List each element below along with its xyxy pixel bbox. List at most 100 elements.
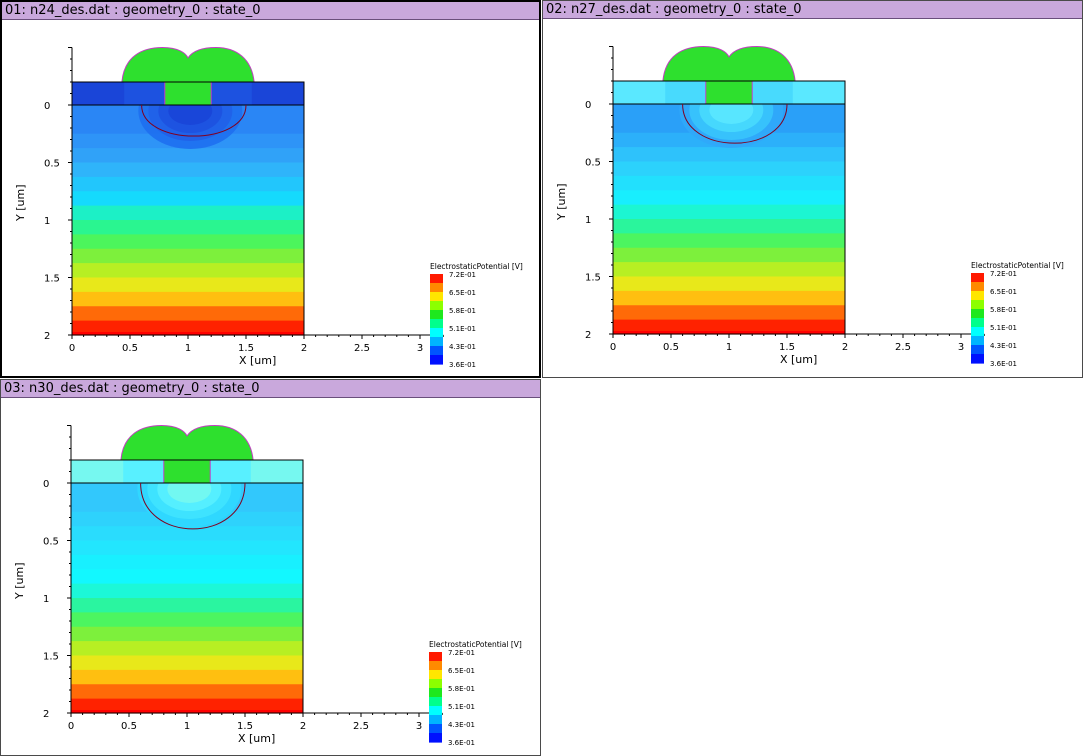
legend-color-step bbox=[429, 724, 442, 734]
plot-panel-2[interactable]: 02: n27_des.dat : geometry_0 : state_0 0… bbox=[542, 0, 1083, 378]
potential-band bbox=[613, 204, 845, 220]
x-tick-label: 3 bbox=[417, 343, 423, 354]
x-axis-label: X [um] bbox=[238, 732, 275, 745]
plot-panel-3[interactable]: 03: n30_des.dat : geometry_0 : state_0 0… bbox=[0, 379, 541, 756]
potential-band bbox=[72, 248, 304, 264]
y-tick-label: 1.5 bbox=[585, 273, 601, 284]
y-tick-label: 0 bbox=[585, 100, 591, 111]
legend-color-step bbox=[430, 319, 443, 329]
potential-band bbox=[71, 710, 303, 713]
plot-panel-1[interactable]: 01: n24_des.dat : geometry_0 : state_0 0… bbox=[0, 0, 541, 378]
legend-color-step bbox=[429, 706, 442, 716]
y-axis-label: Y [um] bbox=[13, 563, 26, 601]
y-axis-label: Y [um] bbox=[14, 185, 27, 223]
x-tick-label: 2 bbox=[300, 721, 306, 732]
x-tick-label: 0.5 bbox=[663, 342, 679, 353]
legend-label: 7.2E-01 bbox=[990, 270, 1017, 278]
potential-band bbox=[72, 162, 304, 178]
substrate-field bbox=[71, 483, 303, 714]
legend-color-step bbox=[429, 697, 442, 707]
legend-color-step bbox=[430, 355, 443, 365]
legend-color-step bbox=[430, 283, 443, 293]
x-tick-label: 1 bbox=[184, 721, 190, 732]
legend-color-step bbox=[429, 679, 442, 689]
legend-label: 4.3E-01 bbox=[448, 721, 475, 729]
legend-color-step bbox=[430, 346, 443, 356]
colorbar-legend: ElectrostaticPotential [V]7.2E-01 6.5E-01… bbox=[430, 262, 523, 369]
potential-band bbox=[71, 626, 303, 642]
y-tick-label: 1.5 bbox=[44, 274, 60, 285]
gate-electrode bbox=[662, 45, 796, 105]
legend-color-step bbox=[430, 310, 443, 320]
legend-color-step bbox=[429, 715, 442, 725]
legend-label: 5.1E-01 bbox=[990, 324, 1017, 332]
x-tick-label: 1 bbox=[726, 342, 732, 353]
potential-band bbox=[72, 191, 304, 207]
substrate-field bbox=[613, 104, 845, 335]
panel-title: 02: n27_des.dat : geometry_0 : state_0 bbox=[546, 2, 802, 17]
x-tick-label: 0 bbox=[68, 721, 74, 732]
potential-band bbox=[613, 190, 845, 206]
panel-title: 03: n30_des.dat : geometry_0 : state_0 bbox=[4, 381, 260, 396]
legend-color-step bbox=[430, 337, 443, 347]
y-tick-label: 1 bbox=[43, 594, 49, 605]
panel-title-bar[interactable]: 01: n24_des.dat : geometry_0 : state_0 bbox=[2, 2, 539, 20]
y-axis-label: Y [um] bbox=[555, 184, 568, 222]
pn-junction-line bbox=[140, 482, 246, 530]
legend-label: 7.2E-01 bbox=[449, 271, 476, 279]
potential-band bbox=[71, 669, 303, 685]
oxide-region bbox=[613, 81, 666, 104]
oxide-region bbox=[792, 81, 845, 104]
substrate-field bbox=[72, 105, 304, 336]
legend-color-step bbox=[971, 291, 984, 301]
potential-band bbox=[71, 641, 303, 657]
y-tick-label: 0 bbox=[43, 479, 49, 490]
x-tick-label: 1.5 bbox=[238, 343, 254, 354]
x-tick-label: 0.5 bbox=[122, 343, 138, 354]
y-tick-label: 1 bbox=[585, 215, 591, 226]
potential-band bbox=[72, 205, 304, 221]
oxide-region bbox=[71, 460, 124, 483]
potential-band bbox=[71, 655, 303, 671]
legend-label: 5.8E-01 bbox=[448, 685, 475, 693]
legend-color-step bbox=[971, 282, 984, 292]
legend-label: 3.6E-01 bbox=[990, 360, 1017, 368]
legend-label: 3.6E-01 bbox=[449, 361, 476, 369]
x-tick-label: 1.5 bbox=[779, 342, 795, 353]
legend-color-step bbox=[971, 327, 984, 337]
axes: 0 0.5 1 1.5 2 0 0.5 1 1.5 2 2.5 3 X [um] Y [um] bbox=[555, 46, 985, 366]
legend-color-step bbox=[971, 336, 984, 346]
potential-band bbox=[71, 684, 303, 700]
potential-band bbox=[72, 220, 304, 235]
potential-band bbox=[72, 306, 304, 322]
potential-band bbox=[72, 234, 304, 250]
panel-title-bar[interactable]: 02: n27_des.dat : geometry_0 : state_0 bbox=[543, 1, 1082, 19]
potential-band bbox=[72, 263, 304, 279]
legend-color-step bbox=[430, 292, 443, 302]
panel-title-bar[interactable]: 03: n30_des.dat : geometry_0 : state_0 bbox=[1, 380, 540, 398]
legend-label: 5.8E-01 bbox=[449, 307, 476, 315]
legend-label: 6.5E-01 bbox=[448, 667, 475, 675]
axes: 0 0.5 1 1.5 2 0 0.5 1 1.5 2 2.5 3 X [um] Y [um] bbox=[14, 47, 444, 367]
potential-band bbox=[72, 277, 304, 293]
legend-color-step bbox=[429, 670, 442, 680]
x-tick-label: 1 bbox=[185, 343, 191, 354]
legend-color-step bbox=[430, 328, 443, 338]
potential-band bbox=[613, 262, 845, 278]
legend-label: 5.1E-01 bbox=[448, 703, 475, 711]
x-axis-label: X [um] bbox=[780, 353, 817, 366]
contour-plot[interactable]: 0 0.5 1 1.5 2 0 0.5 1 1.5 2 2.5 3 X [um] Y [um] Electr… bbox=[543, 19, 1082, 377]
x-tick-label: 2 bbox=[301, 343, 307, 354]
legend-label: 4.3E-01 bbox=[449, 343, 476, 351]
panel-title: 01: n24_des.dat : geometry_0 : state_0 bbox=[5, 3, 261, 18]
potential-band bbox=[613, 147, 845, 163]
legend-color-step bbox=[971, 354, 984, 364]
oxide-region bbox=[72, 82, 125, 105]
legend-color-step bbox=[971, 273, 984, 283]
y-tick-label: 2 bbox=[44, 331, 50, 342]
contour-plot[interactable]: 0 0.5 1 1.5 2 0 0.5 1 1.5 2 2.5 3 X [um] Y [um] Electr… bbox=[2, 20, 539, 376]
potential-band bbox=[71, 569, 303, 585]
y-tick-label: 0.5 bbox=[44, 159, 60, 170]
potential-band bbox=[71, 698, 303, 714]
contour-plot[interactable]: 0 0.5 1 1.5 2 0 0.5 1 1.5 2 2.5 3 X [um] Y [um] Electr… bbox=[1, 398, 540, 755]
